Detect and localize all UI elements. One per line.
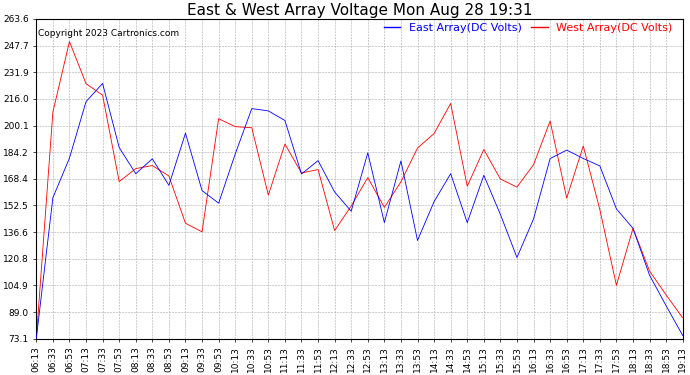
Title: East & West Array Voltage Mon Aug 28 19:31: East & West Array Voltage Mon Aug 28 19:…	[187, 3, 532, 18]
Legend: East Array(DC Volts), West Array(DC Volts): East Array(DC Volts), West Array(DC Volt…	[379, 18, 677, 37]
Text: Copyright 2023 Cartronics.com: Copyright 2023 Cartronics.com	[37, 28, 179, 38]
